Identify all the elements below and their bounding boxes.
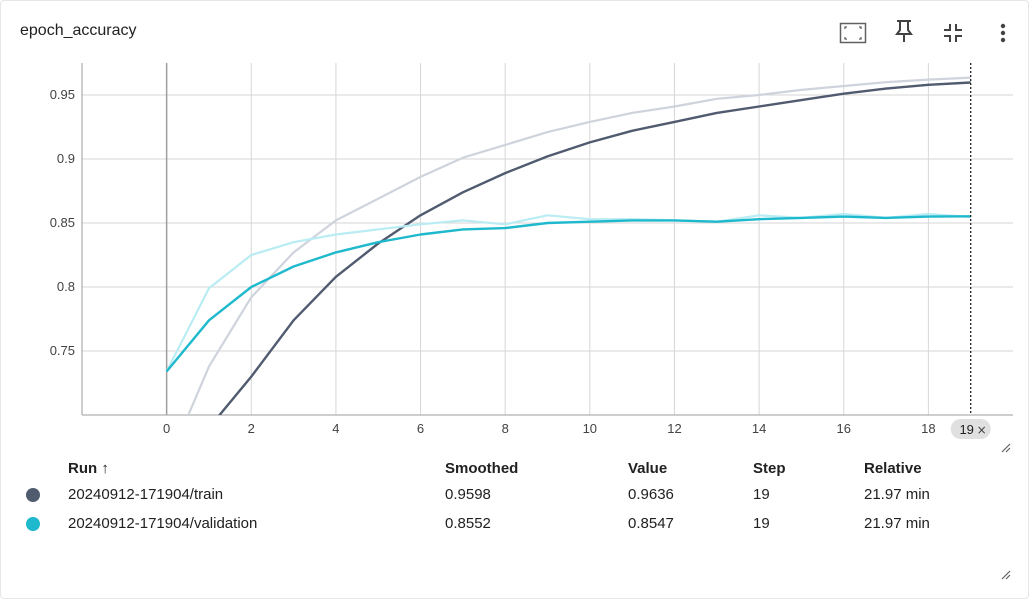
y-tick-label: 0.9 bbox=[57, 151, 75, 166]
line-chart[interactable]: 0.75 0.8 0.85 0.9 0.95 0 2 4 6 8 10 12 14 16 18 19 × bbox=[1, 53, 1029, 448]
validation-smoothed-line bbox=[165, 215, 971, 373]
relative-column-header[interactable]: Relative bbox=[864, 459, 922, 477]
run-name: 20240912-171904/validation bbox=[68, 515, 258, 532]
card-title: epoch_accuracy bbox=[20, 22, 137, 39]
table-header-row: Run ↑ Smoothed Value Step Relative bbox=[18, 456, 984, 480]
relative-time: 21.97 min bbox=[864, 486, 930, 503]
resize-handle-icon[interactable] bbox=[999, 441, 1011, 453]
value-column-header[interactable]: Value bbox=[628, 459, 668, 477]
x-tick-label: 18 bbox=[921, 421, 935, 436]
smoothed-value: 0.8552 bbox=[445, 515, 491, 532]
smoothed-value: 0.9598 bbox=[445, 486, 491, 503]
runs-table: Run ↑ Smoothed Value Step Relative 20240… bbox=[18, 456, 984, 538]
table-row: 20240912-171904/validation 0.8552 0.8547… bbox=[18, 509, 984, 538]
y-tick-label: 0.85 bbox=[50, 215, 75, 230]
x-tick-label: 4 bbox=[332, 421, 339, 436]
raw-value: 0.9636 bbox=[628, 486, 674, 503]
table-row: 20240912-171904/train 0.9598 0.9636 19 2… bbox=[18, 480, 984, 509]
x-tick-label: 10 bbox=[583, 421, 597, 436]
close-icon: × bbox=[977, 423, 987, 437]
train-smoothed-line bbox=[218, 81, 971, 415]
x-tick-label: 0 bbox=[163, 421, 170, 436]
run-name: 20240912-171904/train bbox=[68, 486, 224, 503]
validation-raw-line bbox=[165, 212, 971, 372]
fit-domain-icon[interactable] bbox=[839, 19, 867, 47]
x-tick-label: 6 bbox=[417, 421, 424, 436]
hover-step-chip: 19 × bbox=[950, 419, 991, 439]
y-tick-label: 0.8 bbox=[57, 279, 75, 294]
step-value: 19 bbox=[753, 515, 770, 532]
collapse-icon[interactable] bbox=[939, 19, 967, 47]
x-tick-label: 14 bbox=[752, 421, 766, 436]
y-tick-label: 0.75 bbox=[50, 343, 75, 358]
x-tick-label: 12 bbox=[667, 421, 681, 436]
relative-time: 21.97 min bbox=[864, 515, 930, 532]
run-color-dot[interactable] bbox=[26, 517, 40, 532]
step-value: 19 bbox=[753, 486, 770, 503]
x-tick-label: 8 bbox=[502, 421, 509, 436]
smoothed-column-header[interactable]: Smoothed bbox=[445, 459, 519, 477]
pin-icon[interactable] bbox=[890, 17, 918, 45]
step-column-header[interactable]: Step bbox=[753, 459, 786, 477]
x-tick-label: 2 bbox=[248, 421, 255, 436]
y-tick-label: 0.95 bbox=[50, 87, 75, 102]
run-column-header[interactable]: Run ↑ bbox=[68, 459, 109, 477]
raw-value: 0.8547 bbox=[628, 515, 674, 532]
x-tick-label: 16 bbox=[836, 421, 850, 436]
resize-handle-icon[interactable] bbox=[999, 568, 1011, 580]
series-group bbox=[165, 76, 971, 415]
train-raw-line bbox=[187, 76, 971, 415]
hover-step-label: 19 bbox=[959, 422, 973, 437]
run-color-dot[interactable] bbox=[26, 488, 40, 503]
more-vert-icon[interactable] bbox=[989, 19, 1017, 47]
